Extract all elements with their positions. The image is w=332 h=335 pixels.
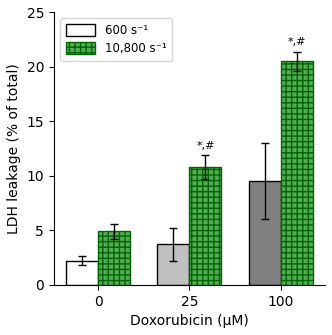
Bar bbox=[98, 231, 130, 285]
Legend: 600 s⁻¹, 10,800 s⁻¹: 600 s⁻¹, 10,800 s⁻¹ bbox=[60, 18, 172, 61]
Text: *,#: *,# bbox=[196, 141, 215, 151]
Bar bbox=[281, 61, 313, 285]
X-axis label: Doxorubicin (μM): Doxorubicin (μM) bbox=[130, 314, 249, 328]
Bar bbox=[157, 245, 190, 285]
Y-axis label: LDH leakage (% of total): LDH leakage (% of total) bbox=[7, 63, 21, 234]
Bar bbox=[249, 181, 281, 285]
Bar bbox=[190, 167, 221, 285]
Bar bbox=[66, 261, 98, 285]
Text: *,#: *,# bbox=[288, 37, 306, 47]
